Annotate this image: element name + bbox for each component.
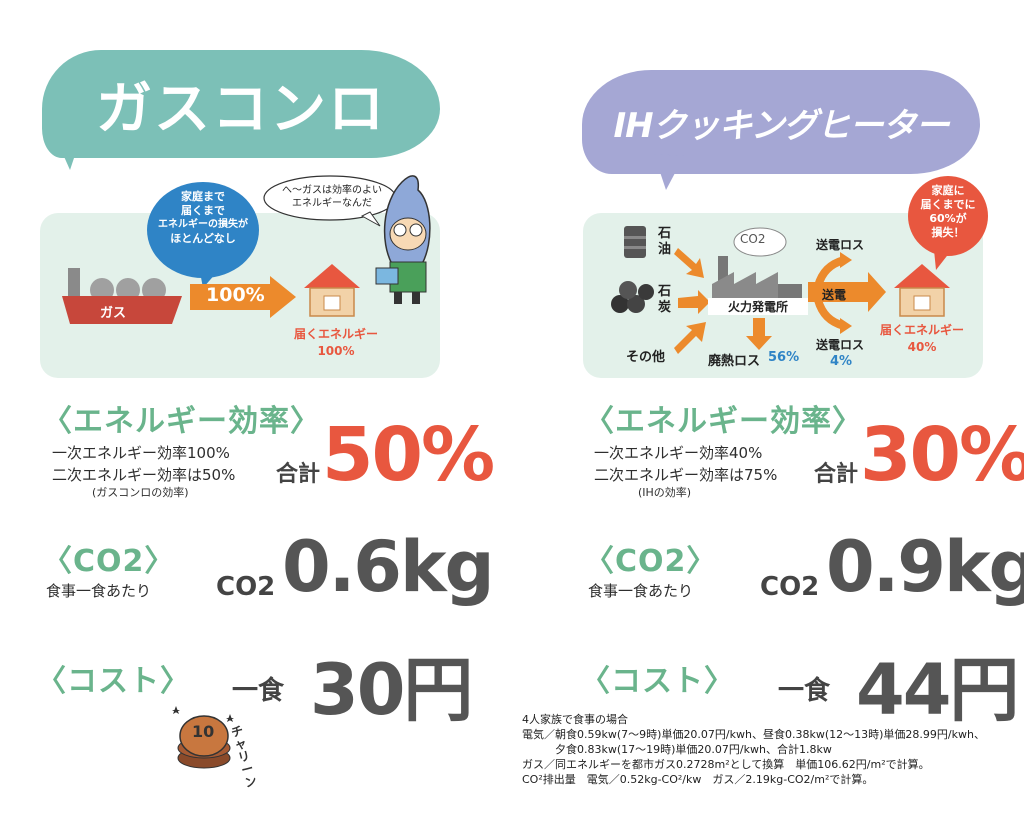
gas-cost-value: 30円 xyxy=(310,649,473,731)
co2-cloud-label: CO2 xyxy=(740,232,766,246)
footnote-line: CO²排出量 電気／0.52kg-CO²/kw ガス／2.19kg-CO2/m²… xyxy=(522,773,874,786)
gas-delivered-label: 届くエネルギー xyxy=(293,327,378,341)
source-coal: 石炭 xyxy=(658,284,672,315)
ih-cost-label: 一食 xyxy=(778,676,831,706)
waste-heat-label: 廃熱ロス xyxy=(708,354,761,369)
ih-primary-efficiency: 一次エネルギー効率40% xyxy=(594,444,763,462)
ih-house-icon xyxy=(894,264,950,317)
ih-co2-value: 0.9kg xyxy=(826,526,1024,608)
ih-secondary-efficiency: 二次エネルギー効率は75% xyxy=(594,466,778,484)
ih-bubble-red-text: 家庭に 届くまでに 60%が 損失！ xyxy=(906,184,990,240)
footnote-line: 夕食0.83kw(17～19時)単価20.07円/kwh、合計1.8kw xyxy=(522,743,832,756)
footnote-line: 電気／朝食0.59kw(7～9時)単価20.07円/kwh、昼食0.38kw(1… xyxy=(522,728,985,741)
gas-bubble-line: 家庭まで xyxy=(181,190,225,203)
gas-bubble-white-line: へ～ガスは効率のよい xyxy=(282,185,382,196)
ih-efficiency-title: 〈エネルギー効率〉 xyxy=(584,404,863,439)
ih-title-banner: IHクッキングヒーター xyxy=(582,70,980,174)
gas-co2-unit: CO2 xyxy=(216,572,276,602)
source-oil: 石油 xyxy=(658,226,672,257)
ih-title: IHクッキングヒーター xyxy=(613,105,949,146)
gas-title: ガスコンロ xyxy=(96,76,386,142)
ih-delivered: 届くエネルギー 40% xyxy=(872,322,972,356)
ih-delivered-value: 40% xyxy=(907,340,937,354)
gas-co2-value: 0.6kg xyxy=(282,526,495,608)
transmission-loss-bottom: 送電ロス xyxy=(816,338,865,352)
lng-ship-icon xyxy=(62,268,182,324)
coins-icon xyxy=(172,706,234,769)
transmission-arrows-icon xyxy=(808,252,886,334)
ih-bubble-line: 家庭に xyxy=(931,184,965,197)
transmission-label: 送電 xyxy=(822,288,847,302)
gas-co2-title: 〈CO2〉 xyxy=(42,544,176,579)
source-arrows-icon xyxy=(674,248,710,354)
gas-bubble-line: ほとんどなし xyxy=(170,232,236,245)
gas-bubble-line: 届くまで xyxy=(181,204,225,217)
gas-arrow-label: 100% xyxy=(206,284,265,306)
footnote-line: 4人家族で食事の場合 xyxy=(522,713,628,726)
ih-secondary-note: (IHの効率) xyxy=(638,486,692,499)
gas-bubble-line: エネルギーの損失が xyxy=(158,219,248,230)
ih-cost-value: 44円 xyxy=(856,649,1019,731)
transmission-loss-top: 送電ロス xyxy=(816,238,865,252)
ih-banner-tail xyxy=(654,154,684,190)
power-plant-label: 火力発電所 xyxy=(708,298,808,315)
ih-bubble-line: 60%が xyxy=(929,212,967,225)
ship-label: ガス xyxy=(100,306,127,321)
oil-drum-icon xyxy=(624,226,646,258)
mascot-character-icon xyxy=(375,175,431,304)
house-icon xyxy=(304,264,360,317)
gas-secondary-efficiency: 二次エネルギー効率は50% xyxy=(52,466,236,484)
waste-heat-value: 56% xyxy=(768,350,800,365)
source-other: その他 xyxy=(626,350,666,365)
ih-co2-title: 〈CO2〉 xyxy=(584,544,718,579)
gas-bubble-white-text: へ～ガスは効率のよい エネルギーなんだ xyxy=(270,184,394,210)
ih-bubble-line: 損失！ xyxy=(931,226,965,239)
gas-bubble-white-line: エネルギーなんだ xyxy=(292,198,372,209)
gas-secondary-note: (ガスコンロの効率) xyxy=(92,486,189,499)
gas-banner-tail xyxy=(50,125,80,170)
ih-co2-unit: CO2 xyxy=(760,572,820,602)
gas-primary-efficiency: 一次エネルギー効率100% xyxy=(52,444,230,462)
gas-co2-caption: 食事一食あたり xyxy=(46,582,152,600)
ih-bubble-line: 届くまでに xyxy=(920,198,976,211)
waste-heat-arrow-icon xyxy=(746,318,772,350)
gas-efficiency-title: 〈エネルギー効率〉 xyxy=(42,404,321,439)
ih-total-label: 合計 xyxy=(814,462,859,487)
gas-delivered: 届くエネルギー 100% xyxy=(286,326,386,360)
gas-total-label: 合計 xyxy=(276,462,321,487)
gas-bubble-blue-text: 家庭まで 届くまで エネルギーの損失が ほとんどなし xyxy=(145,190,261,246)
gas-cost-label: 一食 xyxy=(232,676,285,706)
ih-co2-caption: 食事一食あたり xyxy=(588,582,694,600)
footnotes: 4人家族で食事の場合 電気／朝食0.59kw(7～9時)単価20.07円/kwh… xyxy=(522,712,985,787)
gas-total-value: 50% xyxy=(322,412,495,498)
gas-delivered-value: 100% xyxy=(317,344,355,358)
ih-cost-title: 〈コスト〉 xyxy=(580,664,735,699)
coal-icon xyxy=(611,281,654,313)
gas-title-banner: ガスコンロ xyxy=(42,50,440,158)
footnote-line: ガス／同エネルギーを都市ガス0.2728m²として換算 単価106.62円/m²… xyxy=(522,758,930,771)
ih-delivered-label: 届くエネルギー xyxy=(879,323,964,337)
transmission-loss-value: 4% xyxy=(830,354,853,369)
gas-arrow-icon xyxy=(190,276,296,318)
ih-total-value: 30% xyxy=(860,412,1024,498)
coin-label: 10 xyxy=(192,722,215,741)
gas-cost-title: 〈コスト〉 xyxy=(36,664,191,699)
co2-cloud-icon xyxy=(733,227,787,257)
ih-bubble-red xyxy=(908,176,988,270)
gas-bubble-white xyxy=(263,175,397,227)
